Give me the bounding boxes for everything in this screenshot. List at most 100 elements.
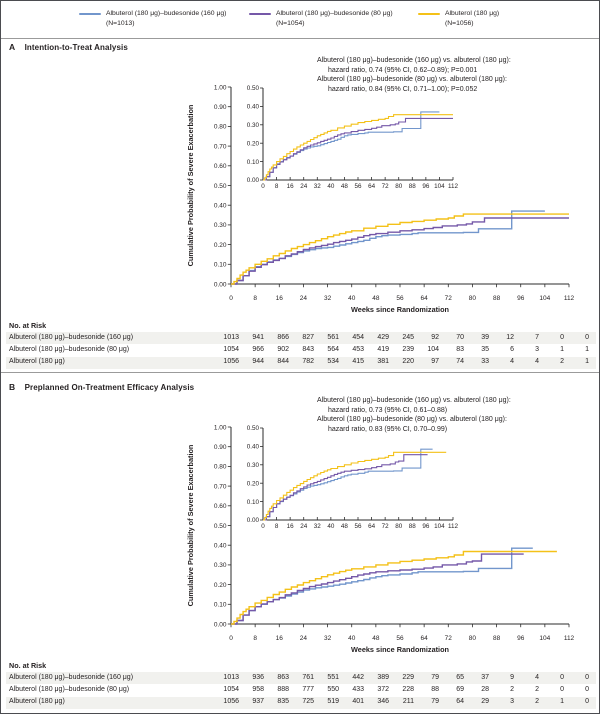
x-axis-title: Weeks since Randomization bbox=[351, 645, 449, 654]
inset-x-tick-label: 24 bbox=[300, 183, 308, 190]
legend-item: Albuterol (180 μg)–budesonide (160 μg) (… bbox=[79, 9, 226, 28]
main-x-tick-label: 80 bbox=[469, 295, 477, 302]
panel-b-letter: B bbox=[9, 382, 16, 392]
main-y-tick-label: 0.00 bbox=[214, 281, 227, 288]
risk-value: 761 bbox=[302, 673, 314, 681]
risk-table-row: Albuterol (180 μg) 1056 937 835 725 519 401 346… bbox=[6, 696, 596, 709]
risk-value: 239 bbox=[402, 345, 414, 353]
risk-value: 1 bbox=[560, 698, 564, 706]
inset-x-tick-label: 8 bbox=[275, 523, 279, 530]
main-y-tick-label: 0.70 bbox=[214, 483, 227, 490]
risk-value: 1 bbox=[585, 358, 589, 366]
main-x-tick-label: 104 bbox=[539, 635, 550, 642]
risk-value: 966 bbox=[252, 345, 264, 353]
risk-value: 220 bbox=[402, 358, 414, 366]
risk-value: 564 bbox=[327, 345, 339, 353]
risk-value: 346 bbox=[377, 698, 389, 706]
risk-value: 3 bbox=[510, 698, 514, 706]
main-x-tick-label: 48 bbox=[372, 635, 380, 642]
inset-x-tick-label: 112 bbox=[448, 523, 459, 530]
inset-x-tick-label: 8 bbox=[275, 183, 279, 190]
main-y-tick-label: 0.70 bbox=[214, 143, 227, 150]
risk-value: 9 bbox=[510, 673, 514, 681]
km-curve-main bbox=[231, 550, 557, 625]
risk-value: 1013 bbox=[223, 673, 239, 681]
risk-value: 1 bbox=[585, 345, 589, 353]
main-y-tick-label: 0.80 bbox=[214, 124, 227, 131]
risk-table-row: Albuterol (180 μg)–budesonide (160 μg) 10… bbox=[6, 332, 596, 344]
inset-x-tick-label: 64 bbox=[368, 183, 376, 190]
km-curve-main bbox=[231, 547, 533, 625]
inset-x-tick-label: 40 bbox=[327, 523, 335, 530]
annotation-line: hazard ratio, 0.83 (95% CI, 0.70–0.99) bbox=[328, 425, 448, 433]
main-x-tick-label: 24 bbox=[300, 295, 308, 302]
main-x-tick-label: 72 bbox=[445, 295, 453, 302]
main-x-tick-label: 96 bbox=[517, 295, 525, 302]
risk-row-label: Albuterol (180 μg)–budesonide (80 μg) bbox=[9, 345, 130, 353]
main-x-tick-label: 8 bbox=[253, 295, 257, 302]
inset-x-tick-label: 88 bbox=[409, 523, 417, 530]
risk-value: 97 bbox=[431, 358, 439, 366]
risk-value: 551 bbox=[327, 673, 339, 681]
main-y-tick-label: 0.50 bbox=[214, 523, 227, 530]
panel-divider bbox=[1, 372, 599, 373]
risk-value: 381 bbox=[377, 358, 389, 366]
risk-value: 1013 bbox=[223, 333, 239, 341]
risk-value: 74 bbox=[456, 358, 464, 366]
risk-value: 229 bbox=[402, 673, 414, 681]
inset-y-tick-label: 0.40 bbox=[247, 444, 260, 451]
km-curve-inset bbox=[263, 454, 428, 521]
legend-line-swatch bbox=[418, 13, 440, 16]
risk-value: 83 bbox=[456, 345, 464, 353]
annotation-line: hazard ratio, 0.73 (95% CI, 0.61–0.88) bbox=[328, 406, 448, 414]
risk-value: 944 bbox=[252, 358, 264, 366]
main-y-tick-label: 0.00 bbox=[214, 621, 227, 628]
risk-value: 65 bbox=[456, 673, 464, 681]
risk-row-label: Albuterol (180 μg)–budesonide (160 μg) bbox=[9, 673, 134, 681]
km-curve-inset bbox=[263, 451, 447, 521]
main-x-tick-label: 64 bbox=[421, 635, 429, 642]
risk-value: 2 bbox=[560, 358, 564, 366]
main-x-tick-label: 88 bbox=[493, 635, 501, 642]
panel-b-label: B Preplanned On-Treatment Efficacy Analy… bbox=[9, 382, 194, 392]
legend: Albuterol (180 μg)–budesonide (160 μg) (… bbox=[1, 1, 599, 39]
km-curve-inset bbox=[263, 117, 453, 181]
inset-y-tick-label: 0.00 bbox=[247, 517, 260, 524]
inset-x-tick-label: 96 bbox=[422, 523, 430, 530]
km-curve-main bbox=[231, 217, 569, 285]
risk-value: 863 bbox=[277, 673, 289, 681]
main-x-tick-label: 32 bbox=[324, 635, 332, 642]
risk-table-row: Albuterol (180 μg)–budesonide (80 μg) 105… bbox=[6, 684, 596, 696]
x-axis-title: Weeks since Randomization bbox=[351, 305, 449, 314]
main-x-tick-label: 112 bbox=[564, 295, 575, 302]
main-x-tick-label: 112 bbox=[564, 635, 575, 642]
main-x-tick-label: 64 bbox=[421, 295, 429, 302]
risk-value: 454 bbox=[352, 333, 364, 341]
main-x-tick-label: 104 bbox=[539, 295, 550, 302]
risk-value: 2 bbox=[535, 698, 539, 706]
risk-value: 64 bbox=[456, 698, 464, 706]
risk-value: 88 bbox=[431, 685, 439, 693]
risk-value: 866 bbox=[277, 333, 289, 341]
main-y-tick-label: 0.60 bbox=[214, 503, 227, 510]
risk-value: 35 bbox=[481, 345, 489, 353]
risk-value: 519 bbox=[327, 698, 339, 706]
risk-value: 419 bbox=[377, 345, 389, 353]
annotation-line: Albuterol (180 μg)–budesonide (80 μg) vs… bbox=[317, 76, 507, 84]
inset-x-tick-label: 56 bbox=[354, 523, 362, 530]
main-x-tick-label: 32 bbox=[324, 295, 332, 302]
km-curve-inset bbox=[263, 448, 433, 521]
panel-b-title: Preplanned On-Treatment Efficacy Analysi… bbox=[24, 383, 195, 392]
main-y-tick-label: 0.10 bbox=[214, 262, 227, 269]
main-y-tick-label: 1.00 bbox=[214, 424, 227, 431]
risk-value: 958 bbox=[252, 685, 264, 693]
risk-value: 7 bbox=[535, 333, 539, 341]
legend-label: Albuterol (180 μg) bbox=[445, 10, 500, 17]
risk-value: 1056 bbox=[223, 698, 239, 706]
annotation-line: Albuterol (180 μg)–budesonide (160 μg) v… bbox=[317, 57, 511, 64]
risk-value: 534 bbox=[327, 358, 339, 366]
main-x-tick-label: 40 bbox=[348, 635, 356, 642]
inset-x-tick-label: 72 bbox=[382, 183, 390, 190]
inset-y-tick-label: 0.50 bbox=[247, 425, 260, 432]
main-y-tick-label: 0.10 bbox=[214, 602, 227, 609]
